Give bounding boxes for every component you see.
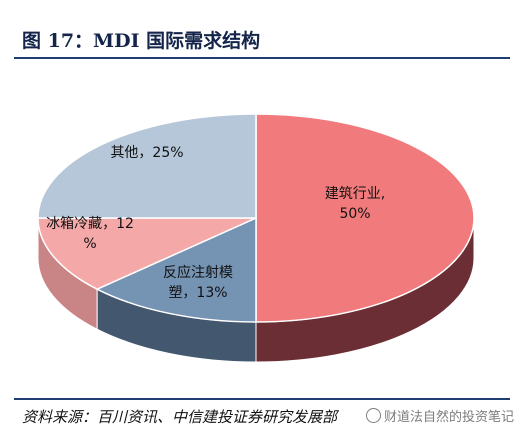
source-note: 资料来源：百川资讯、中信建投证券研究发展部 <box>22 408 338 426</box>
watermark: 财道法自然的投资笔记 <box>366 406 514 425</box>
pie-label-0: 建筑行业, 50% <box>325 186 385 222</box>
pie-label-1: 反应注射模塑，13% <box>163 264 233 301</box>
title-divider <box>14 57 510 59</box>
wechat-icon <box>366 408 381 423</box>
pie-slice-3 <box>37 113 257 219</box>
pie-label-3: 其他，25% <box>110 145 183 161</box>
pie-label-2: 冰箱冷藏，12% <box>46 216 134 252</box>
source-divider <box>14 398 510 400</box>
figure-title: 图 17：MDI 国际需求结构 <box>22 30 261 52</box>
watermark-text: 财道法自然的投资笔记 <box>384 410 515 425</box>
pie-slice-0 <box>255 113 475 323</box>
pie-slice-2 <box>37 217 257 291</box>
pie-slice-1 <box>95 216 257 323</box>
